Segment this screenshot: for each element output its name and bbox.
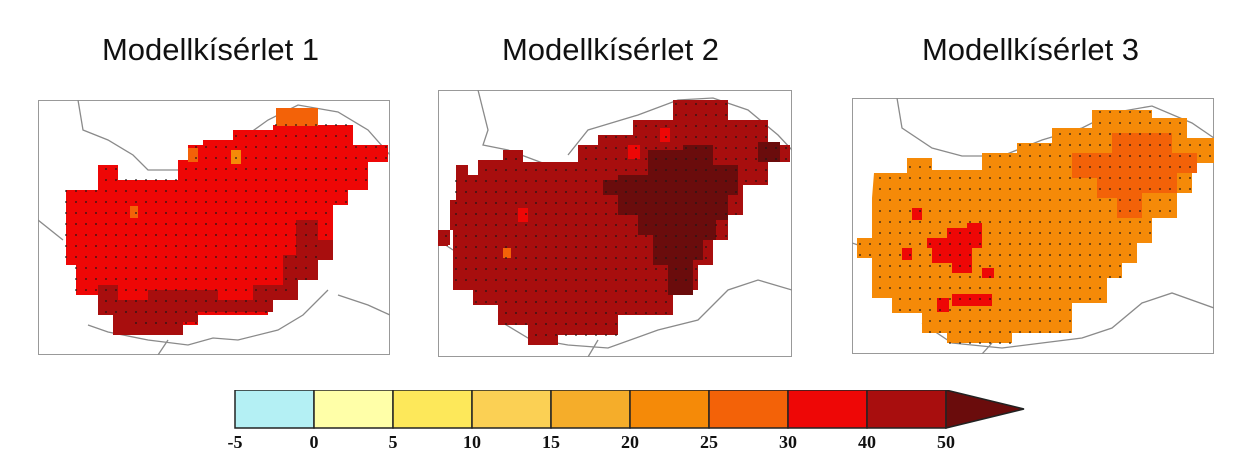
legend-tick-label: 0 (309, 432, 319, 452)
legend-boxes (234, 390, 1025, 429)
map-3-svg (852, 98, 1214, 354)
panel-title-1: Modellkísérlet 1 (101, 32, 320, 67)
legend-tick-label: 50 (937, 432, 955, 452)
map-2-region (438, 100, 790, 345)
legend-overflow-arrow (945, 390, 1025, 429)
legend-tick-label: 25 (700, 432, 718, 452)
legend-tick-label: 40 (858, 432, 876, 452)
legend-tick-label: 15 (542, 432, 560, 452)
panel-title-3: Modellkísérlet 3 (921, 32, 1140, 67)
color-legend (234, 390, 1025, 429)
legend-box-1 (313, 390, 394, 429)
panel-title-2: Modellkísérlet 2 (501, 32, 720, 67)
legend-tick-label: 5 (388, 432, 398, 452)
legend-box-8 (866, 390, 947, 429)
significance-dots (445, 103, 787, 336)
legend-box-7 (787, 390, 868, 429)
legend-box-6 (708, 390, 789, 429)
map-panel-2 (438, 90, 792, 357)
significance-dots (65, 124, 387, 324)
legend-box-5 (629, 390, 710, 429)
legend-tick-label: -5 (227, 432, 243, 452)
map-panel-3 (852, 98, 1214, 354)
legend-tick-label: 30 (779, 432, 797, 452)
legend-box-4 (550, 390, 631, 429)
map-3-region (857, 110, 1214, 344)
legend-box-2 (392, 390, 473, 429)
legend-box-0 (234, 390, 315, 429)
legend-box-3 (471, 390, 552, 429)
legend-tick-label: 10 (463, 432, 481, 452)
legend-tick-label: 20 (621, 432, 639, 452)
map-2-svg (438, 90, 792, 357)
map-panel-1 (38, 100, 390, 355)
map-1-region (65, 108, 388, 335)
map-1-svg (38, 100, 390, 355)
significance-dots (859, 111, 1211, 344)
